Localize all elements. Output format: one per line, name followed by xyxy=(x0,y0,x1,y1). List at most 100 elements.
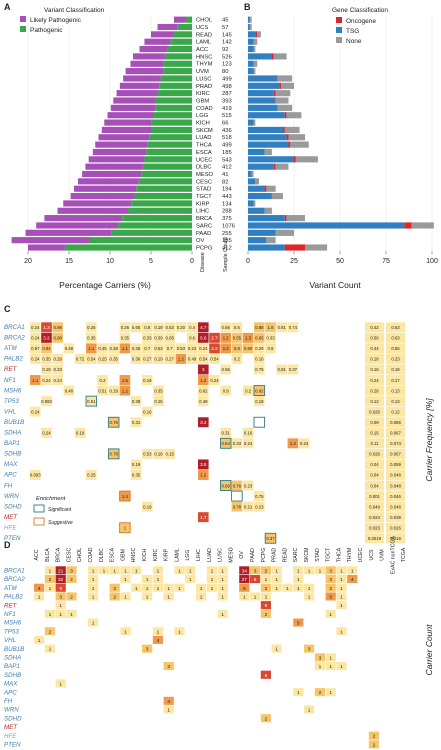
heat-value-c: 0.53 xyxy=(177,346,186,351)
bar-likely-pathogenic xyxy=(119,82,160,89)
gene-label-d: APC xyxy=(3,689,17,696)
heat-value-c: 1.1 xyxy=(122,346,129,351)
disease-label: KIRC xyxy=(196,91,210,97)
sample-count-label: 518 xyxy=(222,135,232,141)
gene-label-d: SDHA xyxy=(4,655,21,662)
heat-value-d: 1 xyxy=(243,595,246,601)
heat-cell-d xyxy=(325,583,336,592)
heat-cell-c xyxy=(365,353,384,364)
column-header-d: READ xyxy=(282,548,288,563)
disease-label: LGG xyxy=(196,113,209,119)
bar-likely-pathogenic xyxy=(132,53,165,60)
bar-tsg xyxy=(248,134,287,141)
gene-label-d: RET xyxy=(4,602,18,609)
heat-value-d: 1 xyxy=(286,586,289,592)
heat-value-d: 4 xyxy=(167,699,170,705)
disease-label: HNSC xyxy=(196,54,212,60)
disease-label: DLBC xyxy=(196,165,211,171)
heat-cell-c xyxy=(242,332,254,343)
bar-likely-pathogenic xyxy=(11,237,90,244)
heat-value-c: 1.3 xyxy=(223,346,230,351)
heat-cell-c xyxy=(119,343,131,354)
heat-value-c: 0.24 xyxy=(31,409,40,414)
heat-cell-d xyxy=(88,592,99,601)
heat-value-c: 0.7 xyxy=(144,346,151,351)
disease-label: PRAD xyxy=(196,84,212,90)
heat-cell-d xyxy=(260,714,271,723)
disease-label: SKCM xyxy=(196,128,213,134)
heat-cell-c xyxy=(164,322,175,333)
heat-cell-c xyxy=(254,343,265,354)
bar-tsg xyxy=(248,38,254,45)
heat-value-c: 0.55 xyxy=(233,336,242,341)
gene-label-d: BAP1 xyxy=(4,663,20,670)
heat-value-d: 1 xyxy=(329,612,332,618)
bar-likely-pathogenic xyxy=(92,148,147,156)
gene-label-c: BUB1B xyxy=(4,419,24,426)
bar-pathogenic xyxy=(147,141,192,148)
bar-none xyxy=(286,215,306,222)
heat-cell-d xyxy=(217,583,228,592)
heat-value-c: 0.19 xyxy=(76,431,85,436)
heat-cell-c xyxy=(386,533,405,544)
legend-swatch-a xyxy=(20,16,26,22)
heat-value-d: 5 xyxy=(329,595,332,601)
heat-cell-d xyxy=(347,575,358,584)
bar-pathogenic xyxy=(138,178,192,185)
disease-label: UCEC xyxy=(196,157,212,163)
disease-label: THCA xyxy=(196,143,212,149)
heat-value-c: 0.35 xyxy=(132,346,141,351)
heat-value-c: 0.24 xyxy=(31,336,40,341)
sample-count-label: 515 xyxy=(222,113,232,119)
heat-cell-c xyxy=(386,385,405,396)
gene-label-c: TP53 xyxy=(4,398,19,405)
sample-count-label: 419 xyxy=(222,106,232,112)
heat-value-d: 1 xyxy=(340,595,343,601)
heat-cell-d xyxy=(88,583,99,592)
column-header-d: SKCM xyxy=(304,548,310,563)
heat-cell-c xyxy=(30,353,41,364)
column-header-d: CHOL xyxy=(77,548,83,563)
bar-pathogenic xyxy=(149,134,192,141)
legend-title-b: Gene Classification xyxy=(332,7,388,14)
legend-label-b: Oncogene xyxy=(346,18,376,25)
bar-tsg xyxy=(248,244,285,251)
heat-cell-d xyxy=(293,583,304,592)
heat-value-c: 0.33 xyxy=(266,336,275,341)
heat-cell-d xyxy=(325,662,336,671)
heat-cell-c xyxy=(365,501,384,512)
heat-value-d: 3 xyxy=(329,577,332,583)
heat-value-d: 1 xyxy=(221,577,224,583)
heat-cell-d xyxy=(44,609,55,618)
heat-value-c: 0.88 xyxy=(255,325,264,330)
column-header-d: BLCA xyxy=(45,548,51,562)
heat-value-d: 2 xyxy=(70,595,73,601)
heat-cell-c xyxy=(386,396,405,407)
heat-cell-c xyxy=(86,396,97,407)
heat-cell-d xyxy=(260,601,271,610)
heat-value-d: 1 xyxy=(275,586,278,592)
heat-value-c: 0.093 xyxy=(30,473,41,478)
heat-value-d: 1 xyxy=(308,708,311,714)
heat-value-d: 3 xyxy=(146,647,149,653)
disease-label: PAAD xyxy=(196,231,211,237)
gene-label-d: SDHD xyxy=(4,715,22,722)
heat-value-c: 0.42 xyxy=(370,325,379,330)
heat-value-c: 0.046 xyxy=(390,494,401,499)
heat-cell-d xyxy=(271,583,282,592)
heat-value-c: 0.24 xyxy=(370,378,379,383)
column-header-d: UVM xyxy=(380,549,386,561)
heat-cell-d xyxy=(336,627,347,636)
heat-cell-c xyxy=(220,332,231,343)
heat-value-d: 27 xyxy=(242,577,248,583)
heat-value-c: 0.04 xyxy=(370,483,379,488)
heat-value-d: 1 xyxy=(275,577,278,583)
heat-cell-d xyxy=(34,592,45,601)
heat-cell-c xyxy=(142,343,153,354)
axis-label-a: Percentage Carriers (%) xyxy=(59,280,151,290)
bar-likely-pathogenic xyxy=(125,68,164,75)
bar-none xyxy=(253,60,258,67)
heat-cell-d xyxy=(98,566,109,575)
heat-value-d: 1 xyxy=(178,568,181,574)
bar-none xyxy=(266,185,276,192)
